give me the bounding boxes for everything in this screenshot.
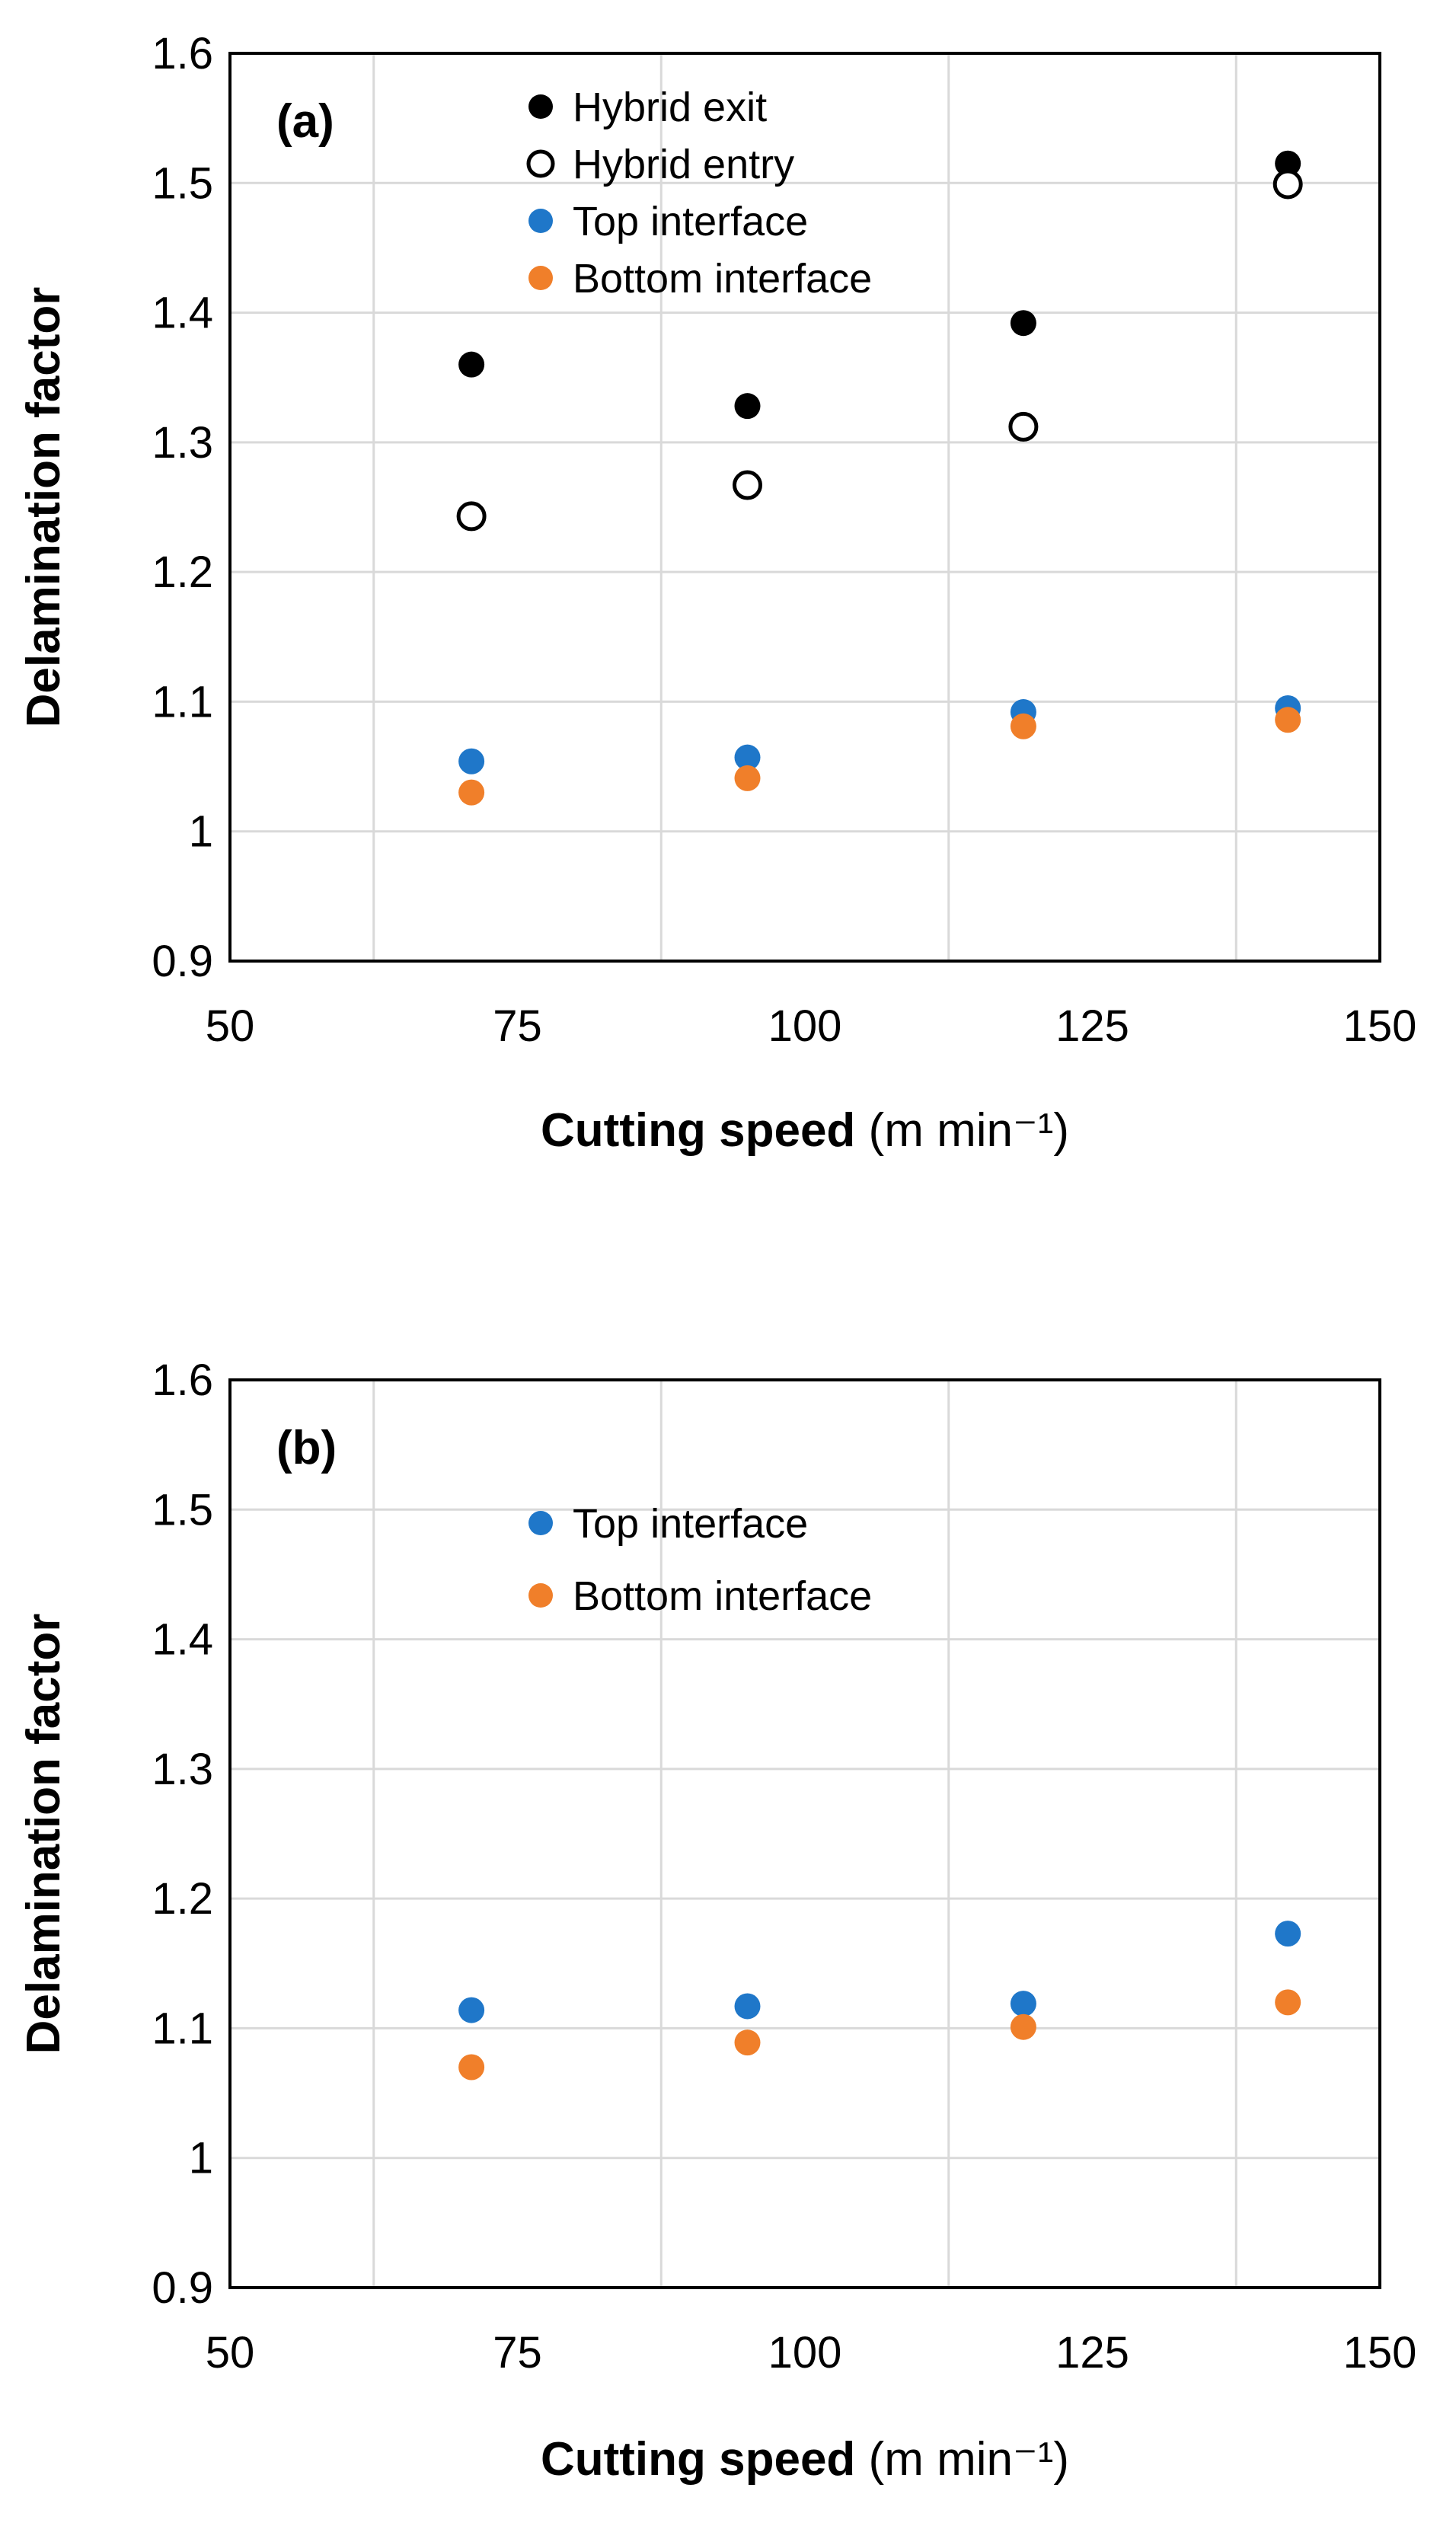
legend-marker bbox=[528, 209, 553, 233]
x-tick-label: 150 bbox=[1343, 1001, 1417, 1051]
y-tick-label: 1 bbox=[189, 2134, 213, 2183]
chart-panel-a: 0.9 1 1.1 1.2 1.3 1.4 1.5 1.6 50 75 100 125 150 Cutti… bbox=[18, 29, 1416, 1157]
data-point bbox=[734, 744, 761, 771]
series-bottom-interface bbox=[458, 707, 1301, 806]
series-top-interface bbox=[458, 1921, 1301, 2023]
x-tick-label: 150 bbox=[1343, 2328, 1417, 2378]
data-point bbox=[1010, 310, 1036, 337]
data-point bbox=[1010, 2013, 1036, 2040]
legend-label: Top interface bbox=[573, 1501, 808, 1547]
x-tick-label: 75 bbox=[493, 2328, 542, 2378]
series-hybrid-exit bbox=[458, 150, 1301, 420]
data-point bbox=[734, 2029, 761, 2056]
x-axis-title: Cutting speed (m min⁻¹) bbox=[541, 1104, 1069, 1157]
data-point bbox=[458, 351, 485, 378]
legend: Hybrid exit Hybrid entry Top interface Bott… bbox=[526, 85, 872, 302]
data-point bbox=[1275, 1921, 1301, 1947]
y-tick-label: 1.5 bbox=[152, 158, 213, 208]
data-point bbox=[456, 501, 487, 532]
y-tick-label: 1.6 bbox=[152, 29, 213, 78]
x-axis-title: Cutting speed (m min⁻¹) bbox=[541, 2433, 1069, 2486]
legend: Top interface Bottom interface bbox=[528, 1501, 872, 1619]
x-tick-label: 50 bbox=[206, 1001, 255, 1051]
legend-label: Top interface bbox=[573, 199, 808, 244]
gridlines bbox=[230, 52, 1380, 963]
chart-panel-b: 0.9 1 1.1 1.2 1.3 1.4 1.5 1.6 50 75 100 125 150 Cutti… bbox=[18, 1356, 1416, 2486]
x-tick-label: 75 bbox=[493, 1001, 542, 1051]
legend-label: Hybrid entry bbox=[573, 142, 794, 187]
series-hybrid-entry bbox=[456, 169, 1303, 532]
series-top-interface bbox=[458, 695, 1301, 774]
y-tick-label: 1.2 bbox=[152, 548, 213, 597]
y-tick-label: 1.1 bbox=[152, 2004, 213, 2053]
data-point bbox=[1275, 150, 1301, 177]
y-axis-title: Delamination factor bbox=[18, 287, 70, 728]
legend-marker bbox=[528, 266, 553, 290]
legend-marker bbox=[528, 1511, 553, 1535]
data-point bbox=[458, 1997, 485, 2023]
legend-label: Bottom interface bbox=[573, 1573, 872, 1619]
data-point bbox=[1275, 707, 1301, 733]
y-axis-title: Delamination factor bbox=[18, 1614, 70, 2055]
data-point bbox=[1008, 411, 1039, 442]
x-tick-label: 125 bbox=[1055, 2328, 1129, 2378]
y-tick-label: 1.4 bbox=[152, 289, 213, 338]
data-point bbox=[733, 470, 762, 500]
panel-label: (b) bbox=[276, 1422, 337, 1474]
data-point bbox=[1010, 1991, 1036, 2017]
y-tick-label: 1.2 bbox=[152, 1874, 213, 1924]
plot-area-border bbox=[228, 1378, 1381, 2289]
y-tick-label: 1.6 bbox=[152, 1356, 213, 1405]
data-point bbox=[458, 748, 485, 774]
data-point bbox=[734, 393, 761, 420]
y-tick-label: 1 bbox=[189, 807, 213, 857]
data-point bbox=[734, 765, 761, 791]
legend-label: Hybrid exit bbox=[573, 85, 767, 130]
y-tick-label: 1.3 bbox=[152, 418, 213, 468]
y-tick-label: 0.9 bbox=[152, 937, 213, 986]
x-tick-label: 50 bbox=[206, 2328, 255, 2378]
y-tick-label: 1.3 bbox=[152, 1745, 213, 1794]
y-tick-label: 1.4 bbox=[152, 1615, 213, 1665]
data-point bbox=[1272, 169, 1303, 200]
x-tick-label: 100 bbox=[768, 2328, 842, 2378]
y-tick-label: 0.9 bbox=[152, 2263, 213, 2313]
data-point bbox=[1275, 1989, 1301, 2016]
series-bottom-interface bbox=[458, 1989, 1301, 2081]
data-point bbox=[458, 779, 485, 806]
data-point bbox=[1010, 713, 1036, 739]
legend-label: Bottom interface bbox=[573, 256, 872, 302]
data-point bbox=[458, 2054, 485, 2081]
legend-marker bbox=[528, 94, 553, 119]
y-tick-label: 1.5 bbox=[152, 1485, 213, 1534]
legend-marker bbox=[526, 149, 555, 178]
x-tick-label: 100 bbox=[768, 1001, 842, 1051]
panel-label: (a) bbox=[276, 95, 334, 148]
legend-marker bbox=[528, 1583, 553, 1608]
y-tick-label: 1.1 bbox=[152, 677, 213, 727]
plot-area-border bbox=[228, 52, 1381, 963]
data-point bbox=[734, 1993, 761, 2020]
x-tick-label: 125 bbox=[1055, 1001, 1129, 1051]
